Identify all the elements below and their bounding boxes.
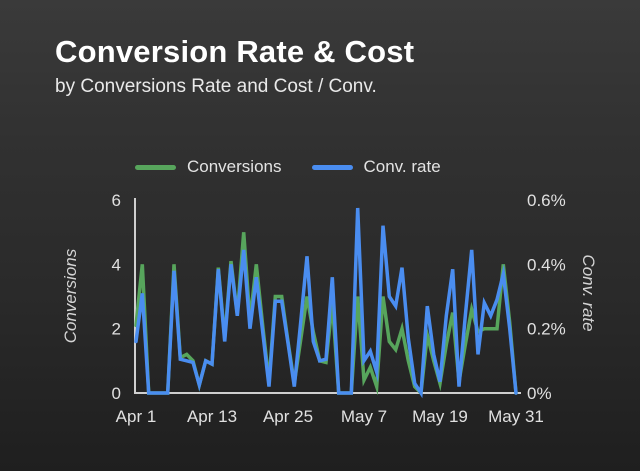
page-title: Conversion Rate & Cost	[55, 34, 415, 69]
left-axis-title: Conversions	[61, 248, 80, 343]
left-axis-tick-label: 6	[112, 191, 121, 210]
x-axis-tick-label: Apr 1	[116, 407, 157, 426]
conversions-legend-swatch	[135, 164, 176, 170]
conv-rate-line[interactable]	[134, 207, 518, 399]
x-axis-tick-label: Apr 13	[187, 407, 237, 426]
legend-label: Conversions	[187, 157, 282, 176]
right-axis-title: Conv. rate	[579, 254, 598, 331]
legend-item-conversions[interactable]: Conversions	[135, 157, 282, 177]
left-axis-tick-label: 4	[112, 255, 121, 274]
left-axis-tick-label: 0	[112, 384, 121, 403]
left-axis-tick-label: 2	[112, 320, 121, 339]
right-axis-tick-label: 0.6%	[527, 191, 566, 210]
x-axis-tick-label: Apr 25	[263, 407, 313, 426]
legend-item-conv-rate[interactable]: Conv. rate	[311, 157, 441, 177]
legend-label: Conv. rate	[363, 157, 441, 176]
x-axis-tick-label: May 31	[488, 407, 544, 426]
right-axis-tick-label: 0.4%	[527, 255, 566, 274]
page-subtitle: by Conversions Rate and Cost / Conv.	[55, 76, 377, 97]
conv-rate-legend-swatch	[311, 164, 353, 170]
chart-legend: Conversions Conv. rate	[135, 157, 441, 177]
x-axis-tick-label: May 7	[341, 407, 387, 426]
x-axis-tick-label: May 19	[412, 407, 468, 426]
right-axis-tick-label: 0.2%	[527, 320, 566, 339]
right-axis-tick-label: 0%	[527, 384, 552, 403]
